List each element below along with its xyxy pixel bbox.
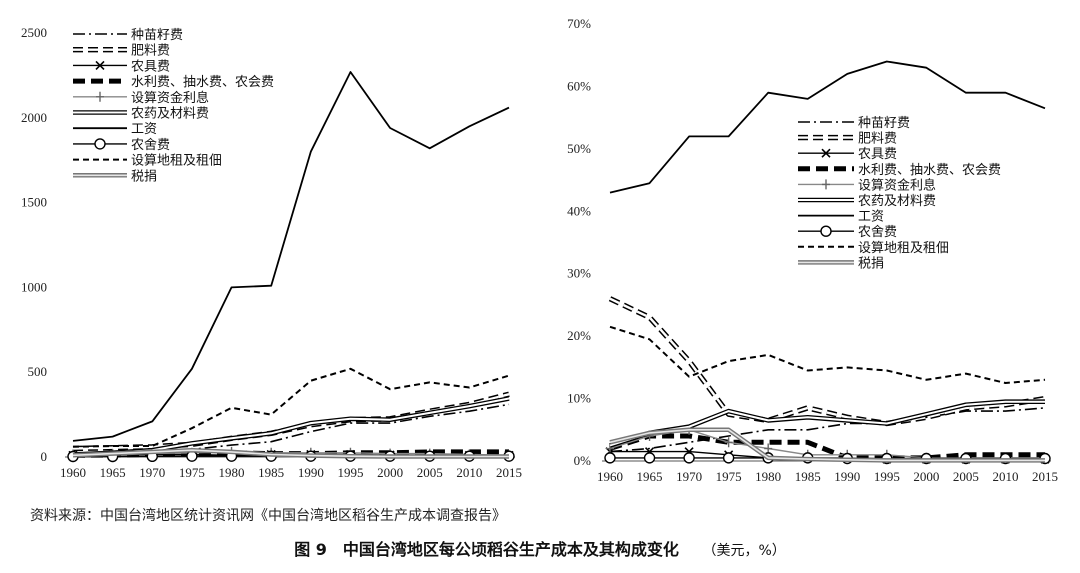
- legend-label-s1: 种苗籽费: [858, 116, 910, 131]
- data-point-s8: [604, 452, 616, 464]
- series-line-s7: [609, 60, 1046, 194]
- x-tick-label: 2010: [992, 469, 1018, 484]
- legend-marker-s3: [821, 148, 831, 158]
- legend-label-s8: 农舍费: [131, 138, 170, 153]
- series-line-s2: [609, 297, 1046, 425]
- legend-label-s5: 设算资金利息: [131, 90, 209, 106]
- legend-label-s2: 肥料费: [131, 44, 170, 59]
- data-point-s5: [764, 443, 773, 454]
- y-tick-label: 20%: [567, 328, 591, 343]
- y-tick-label: 0: [41, 449, 48, 464]
- y-tick-label: 2500: [21, 25, 47, 40]
- x-tick-label: 2000: [913, 469, 939, 484]
- data-point-s8: [683, 452, 695, 464]
- legend-marker-s8: [820, 225, 832, 237]
- data-point-s5: [724, 437, 733, 448]
- chart-cost-usd: 0 500 1000 1500 2000 2500 1960 1965 1970 1975 1980…: [21, 25, 522, 480]
- legend-label-s7: 工资: [858, 210, 884, 225]
- legend-label-s7: 工资: [131, 122, 157, 137]
- series-line-s4: [609, 433, 1045, 461]
- x-tick-label: 1985: [258, 465, 284, 480]
- x-tick-label: 1985: [795, 469, 821, 484]
- figure-caption: 图 9 中国台湾地区每公顷稻谷生产成本及其构成变化 （美元，%）: [0, 536, 1080, 560]
- series-line-s10: [72, 449, 509, 458]
- x-tick-label: 1980: [219, 465, 245, 480]
- legend-marker-s3: [95, 60, 105, 70]
- data-point-s8: [186, 450, 198, 462]
- legend-label-s8: 农舍费: [858, 225, 897, 240]
- x-tick-label: 1970: [139, 465, 165, 480]
- caption-unit: （美元，%）: [702, 543, 786, 559]
- caption-title: 图 9 中国台湾地区每公顷稻谷生产成本及其构成变化: [294, 540, 679, 559]
- legend-label-s3: 农具费: [858, 147, 897, 162]
- x-tick-label: 2005: [953, 469, 979, 484]
- x-tick-label: 1960: [597, 469, 623, 484]
- y-tick-label: 40%: [567, 203, 591, 218]
- x-tick-label: 1965: [637, 469, 663, 484]
- x-tick-label: 1990: [298, 465, 324, 480]
- data-point-s8: [643, 452, 656, 464]
- data-point-s8: [722, 452, 735, 464]
- y-tick-label: 50%: [567, 141, 591, 156]
- x-tick-label: 1995: [337, 465, 363, 480]
- chart-cost-share: 0% 10% 20% 30% 40% 50% 60% 70% 1960 1965 1970 1975 1…: [567, 16, 1058, 484]
- x-tick-label: 1970: [676, 469, 702, 484]
- x-tick-label: 2005: [417, 465, 443, 480]
- legend-label-s9: 设算地租及租佃: [858, 241, 949, 256]
- legend-label-s6: 农药及材料费: [131, 107, 209, 122]
- series-line-s5: [609, 429, 1045, 459]
- legend-label-s1: 种苗籽费: [131, 28, 183, 43]
- y-tick-label: 1500: [21, 195, 47, 210]
- series-line-s2: [72, 393, 510, 450]
- y-tick-label: 2000: [21, 110, 47, 125]
- y-tick-label: 30%: [567, 266, 591, 281]
- legend-label-s10: 税捐: [858, 256, 884, 271]
- x-tick-label: 2015: [496, 465, 522, 480]
- legend-marker-s8: [94, 138, 106, 150]
- legend-marker-s5: [822, 179, 830, 190]
- y-tick-label: 0%: [574, 453, 592, 468]
- x-tick-label: 2010: [456, 465, 482, 480]
- x-tick-label: 1960: [60, 465, 86, 480]
- x-tick-label: 1990: [834, 469, 860, 484]
- x-tick-label: 2015: [1032, 469, 1058, 484]
- series-line-s9: [72, 367, 510, 448]
- legend-label-s4: 水利费、抽水费、农会费: [858, 163, 1001, 178]
- figure: 0 500 1000 1500 2000 2500 1960 1965 1970 1975 1980…: [21, 16, 1058, 484]
- x-tick-label: 1965: [100, 465, 126, 480]
- y-tick-label: 60%: [567, 78, 591, 93]
- y-tick-label: 1000: [21, 279, 47, 294]
- legend-label-s3: 农具费: [131, 59, 170, 74]
- y-tick-label: 70%: [567, 16, 591, 31]
- series-line-s2: [72, 391, 510, 452]
- legend-label-s2: 肥料费: [858, 132, 897, 147]
- y-tick-label: 500: [28, 364, 48, 379]
- series-line-s9: [609, 325, 1046, 384]
- x-tick-label: 1975: [179, 465, 205, 480]
- source-note: 资料来源：中国台湾地区统计资讯网《中国台湾地区稻谷生产成本调查报告》: [30, 508, 506, 524]
- y-tick-label: 10%: [567, 391, 591, 406]
- series-line-s6: [609, 400, 1045, 447]
- legend-label-s9: 设算地租及租佃: [131, 154, 222, 169]
- x-tick-label: 1980: [755, 469, 781, 484]
- series-line-s1: [609, 407, 1046, 453]
- legend-label-s4: 水利费、抽水费、农会费: [131, 75, 274, 90]
- series-line-s10: [609, 427, 1045, 463]
- series-line-s10: [609, 428, 1045, 462]
- x-tick-label: 1975: [716, 469, 742, 484]
- x-tick-label: 2000: [377, 465, 403, 480]
- legend-label-s5: 设算资金利息: [858, 177, 936, 193]
- legend-label-s6: 农药及材料费: [858, 194, 936, 209]
- legend-marker-s5: [96, 91, 104, 102]
- x-tick-label: 1995: [874, 469, 900, 484]
- series-line-s7: [72, 71, 510, 442]
- legend-label-s10: 税捐: [131, 169, 157, 184]
